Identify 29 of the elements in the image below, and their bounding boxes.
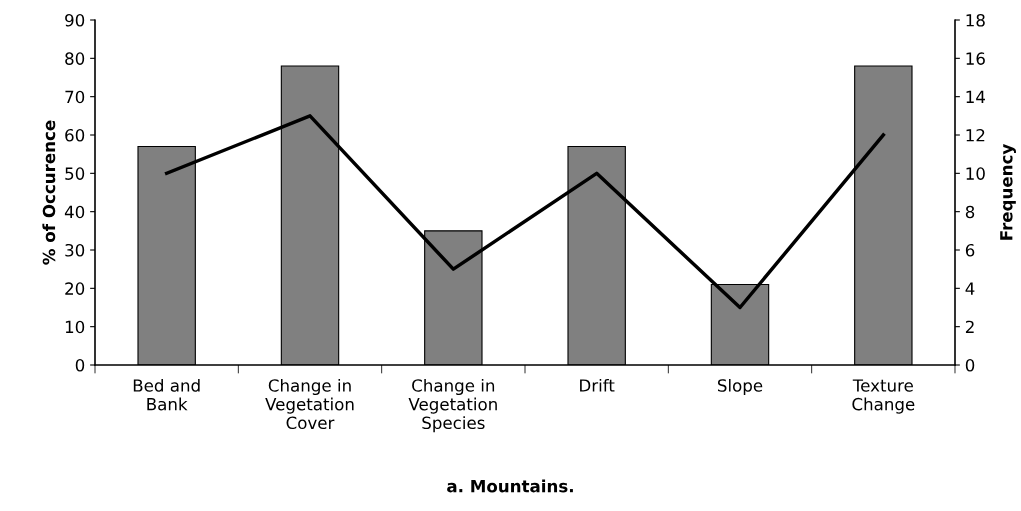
x-tick-label: Slope bbox=[717, 378, 763, 396]
y-tick-label: 0 bbox=[75, 358, 85, 372]
y2-tick-label: 0 bbox=[965, 358, 975, 372]
y2-tick-label: 8 bbox=[965, 205, 975, 219]
x-tick-label: Texture Change bbox=[852, 379, 915, 414]
y-tick-label: 20 bbox=[65, 282, 85, 295]
x-tick-label: Drift bbox=[580, 378, 615, 392]
y2-tick-label: 2 bbox=[965, 320, 974, 333]
y2-tick-label: 16 bbox=[966, 52, 985, 65]
y2-tick-label: 18 bbox=[966, 13, 985, 27]
y2-tick-label: 14 bbox=[966, 90, 985, 103]
text: a. Mountains. bbox=[447, 479, 573, 493]
y2-tick-label: 4 bbox=[965, 282, 975, 295]
y-tick-label: 90 bbox=[65, 13, 85, 27]
x-tick-label: Bed and Bank bbox=[133, 378, 200, 411]
y2-tick-label: 12 bbox=[966, 128, 985, 142]
y-tick-label: 50 bbox=[65, 167, 85, 180]
y-tick-label: 10 bbox=[65, 320, 85, 334]
y-tick-label: 30 bbox=[65, 243, 85, 257]
y2-tick-label: 6 bbox=[965, 243, 975, 257]
x-tick-label: Change in Vegetation Species bbox=[408, 378, 497, 433]
x-tick-label: Change in Vegetation Cover bbox=[265, 378, 354, 430]
y-axis-title: % of Occurence bbox=[42, 120, 56, 265]
y-tick-label: 60 bbox=[65, 128, 85, 142]
y2-axis-title: Frequency bbox=[1000, 144, 1016, 240]
y-tick-label: 80 bbox=[65, 52, 85, 65]
y-tick-label: 40 bbox=[64, 205, 85, 219]
y-tick-label: 70 bbox=[65, 90, 85, 104]
y2-tick-label: 10 bbox=[966, 167, 985, 180]
